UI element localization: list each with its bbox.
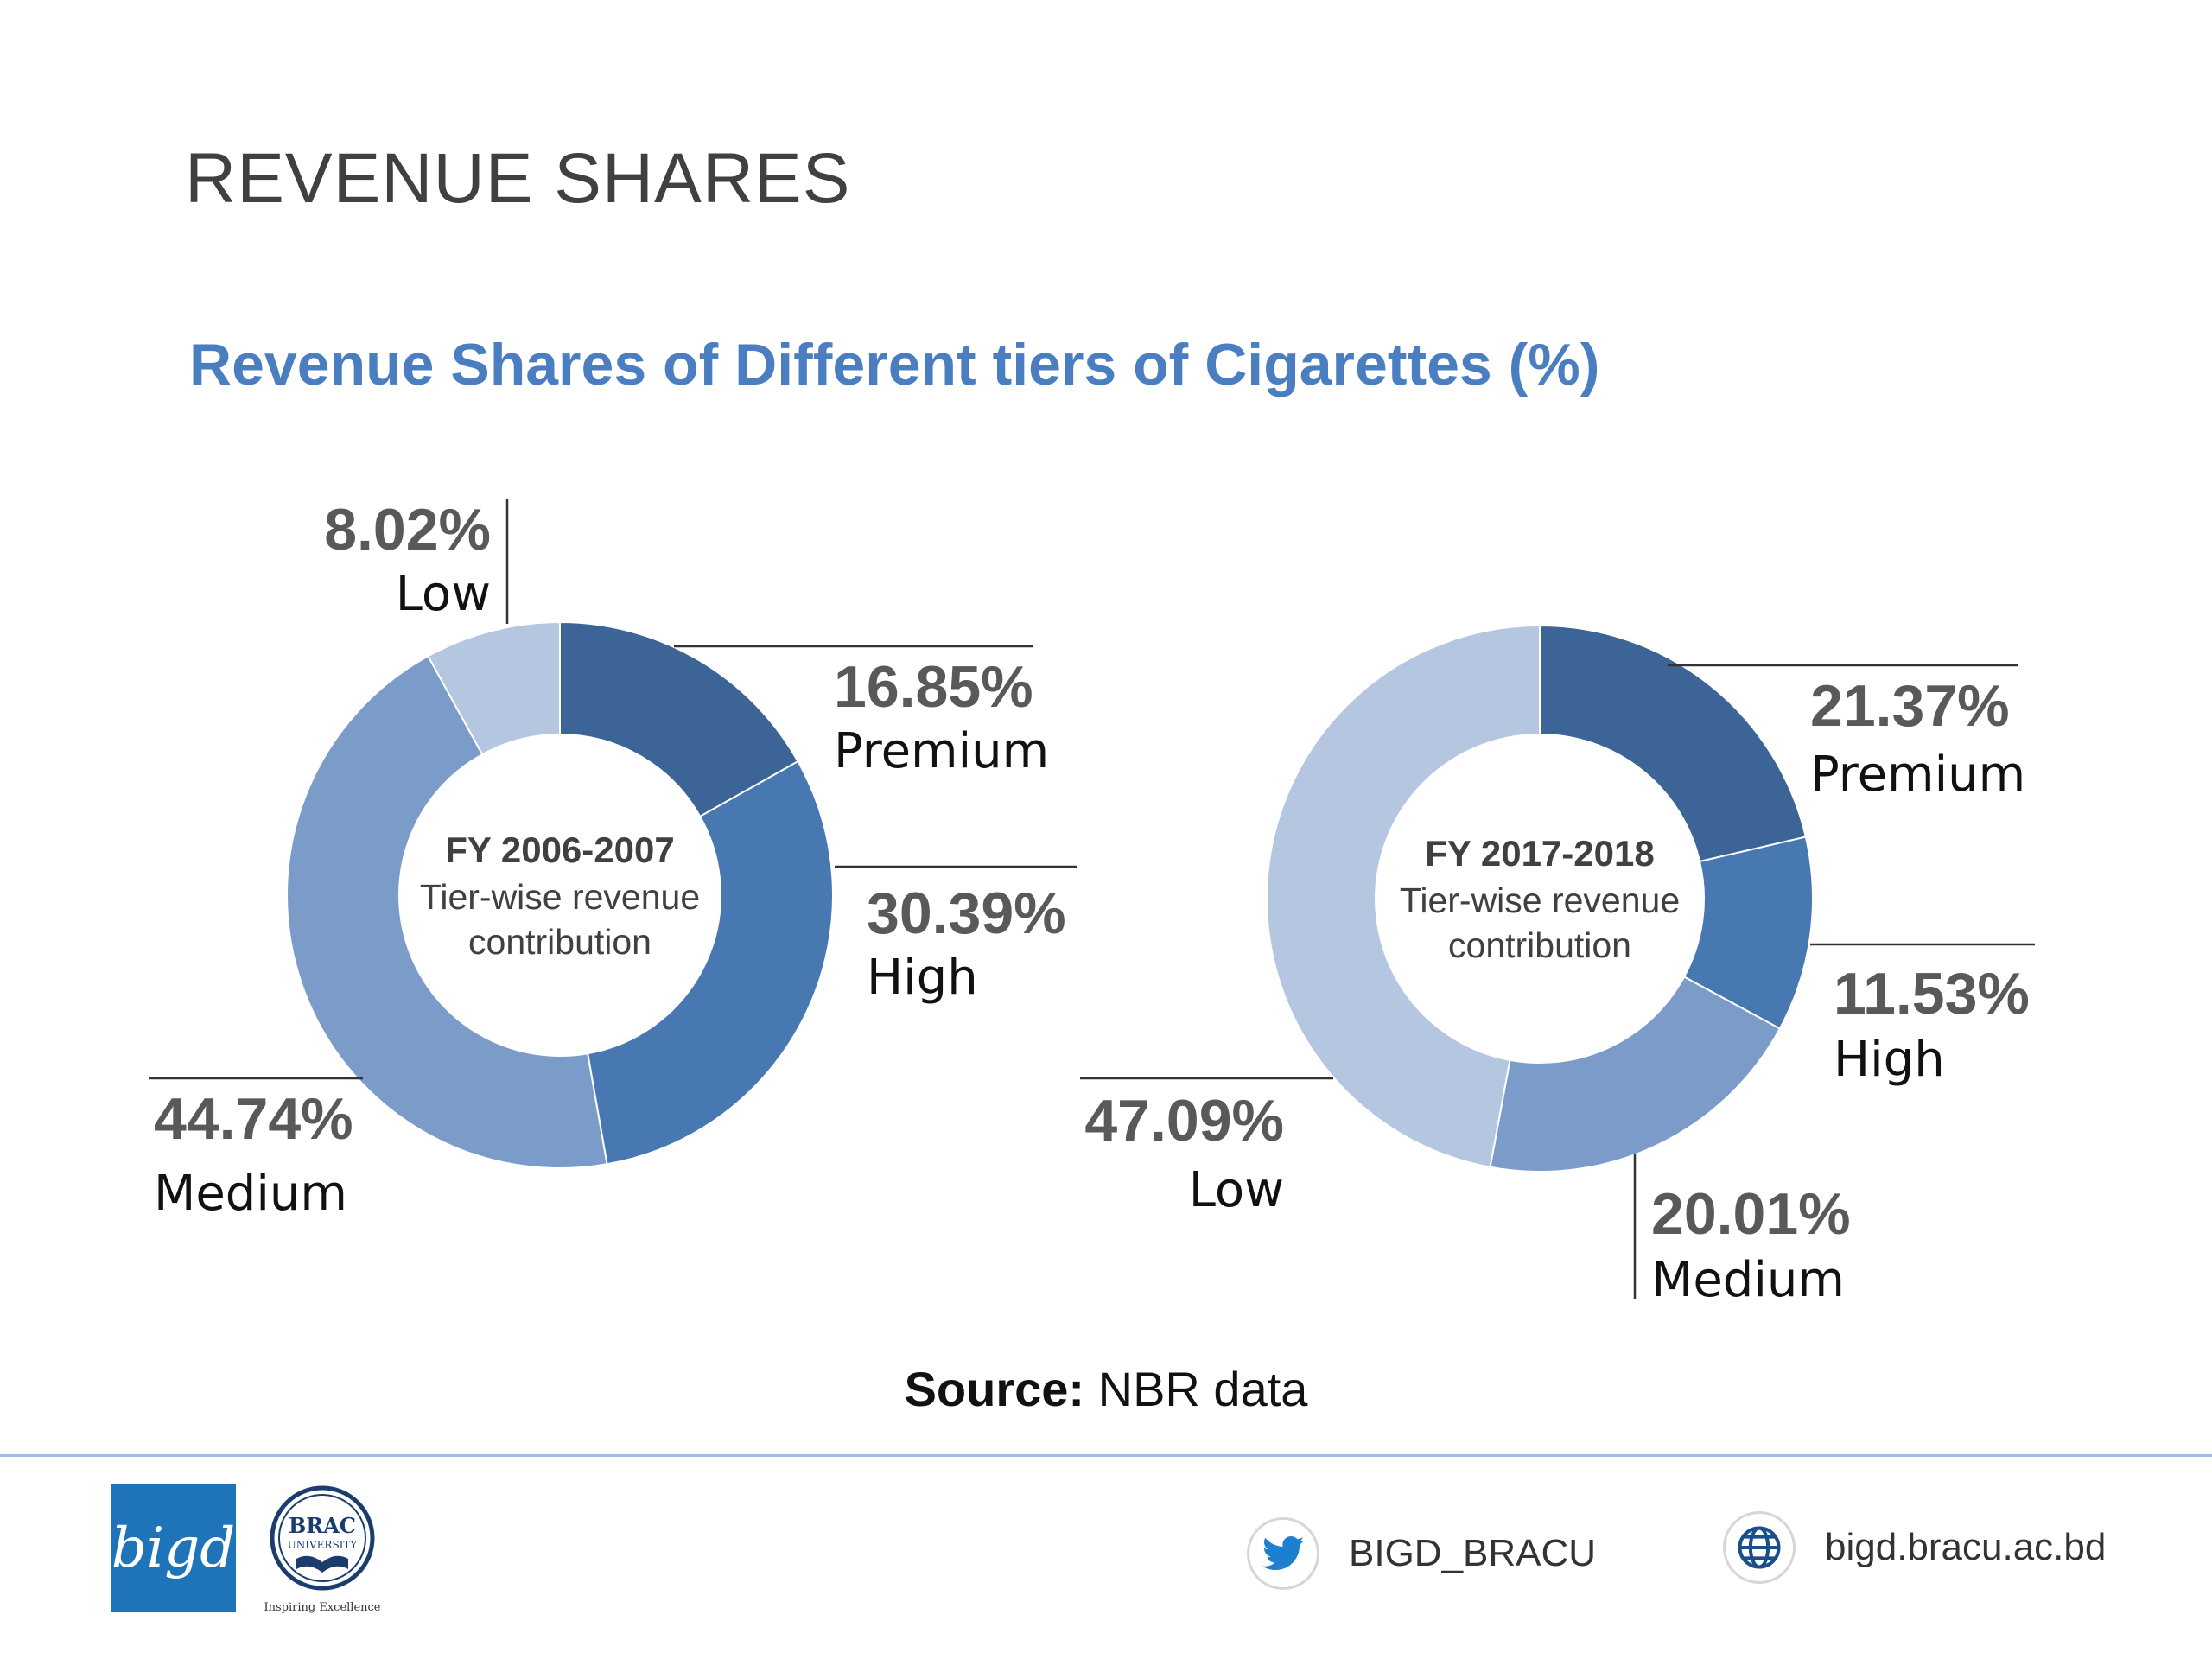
value-label-medium: 20.01%	[1651, 1181, 1851, 1247]
slice-low	[427, 620, 561, 756]
category-label-high: High	[867, 950, 978, 1006]
value-label-low: 47.09%	[1084, 1088, 1284, 1154]
category-label-premium: Premium	[1810, 747, 2025, 803]
bigd-logo-text: bigd	[111, 1516, 236, 1580]
donut-chart-2: FY 2017-2018 Tier-wise revenue contributio…	[1080, 624, 2035, 1308]
value-label-high: 11.53%	[1834, 961, 2030, 1027]
category-label-low: Low	[1189, 1162, 1284, 1218]
value-label-premium: 16.85%	[834, 654, 1033, 720]
center-subtitle-line1: Tier-wise revenue	[420, 877, 700, 917]
bigd-logo: bigd	[111, 1484, 236, 1612]
center-title: FY 2006-2007	[445, 830, 674, 870]
source-label: Source:	[904, 1362, 1085, 1416]
slice-premium	[559, 620, 799, 818]
source-note: Source: NBR data	[0, 1361, 2212, 1417]
slice-high	[586, 760, 834, 1166]
slice-low	[1266, 624, 1541, 1168]
category-label-medium: Medium	[1651, 1252, 1845, 1308]
slice-premium	[1539, 624, 1808, 863]
twitter-link[interactable]: BIGD_BRACU	[1247, 1517, 1596, 1590]
website-url: bigd.bracu.ac.bd	[1825, 1526, 2107, 1568]
twitter-icon	[1247, 1517, 1319, 1590]
value-label-high: 30.39%	[867, 880, 1066, 946]
footer-divider	[0, 1454, 2212, 1457]
donut-chart-1: FY 2006-2007 Tier-wise revenue contributio…	[149, 497, 1077, 1222]
value-label-premium: 21.37%	[1810, 673, 2010, 739]
value-label-medium: 44.74%	[154, 1086, 353, 1152]
globe-icon	[1723, 1511, 1796, 1584]
value-label-low: 8.02%	[324, 497, 491, 563]
brac-logo-line1: BRAC	[289, 1513, 356, 1538]
twitter-handle: BIGD_BRACU	[1349, 1532, 1597, 1574]
source-text: NBR data	[1084, 1362, 1308, 1416]
center-subtitle-line2: contribution	[468, 922, 652, 962]
brac-logo-line2: UNIVERSITY	[288, 1539, 359, 1551]
center-subtitle-line1: Tier-wise revenue	[1400, 880, 1680, 920]
category-label-low: Low	[396, 566, 491, 622]
category-label-premium: Premium	[834, 723, 1049, 779]
slice-medium	[286, 654, 608, 1169]
slice-medium	[1489, 976, 1782, 1173]
brac-logo-tagline: Inspiring Excellence	[264, 1601, 380, 1614]
slide-title: REVENUE SHARES	[185, 139, 851, 218]
category-label-high: High	[1834, 1032, 1945, 1088]
chart-heading: Revenue Shares of Different tiers of Cig…	[189, 332, 1600, 397]
donut-charts: FY 2006-2007 Tier-wise revenue contributio…	[149, 497, 2035, 1308]
center-subtitle-line2: contribution	[1448, 925, 1631, 965]
brac-university-logo: BRAC UNIVERSITY Inspiring Excellence	[264, 1485, 381, 1614]
center-title: FY 2017-2018	[1425, 833, 1654, 874]
category-label-medium: Medium	[154, 1166, 347, 1222]
website-link[interactable]: bigd.bracu.ac.bd	[1723, 1511, 2106, 1584]
